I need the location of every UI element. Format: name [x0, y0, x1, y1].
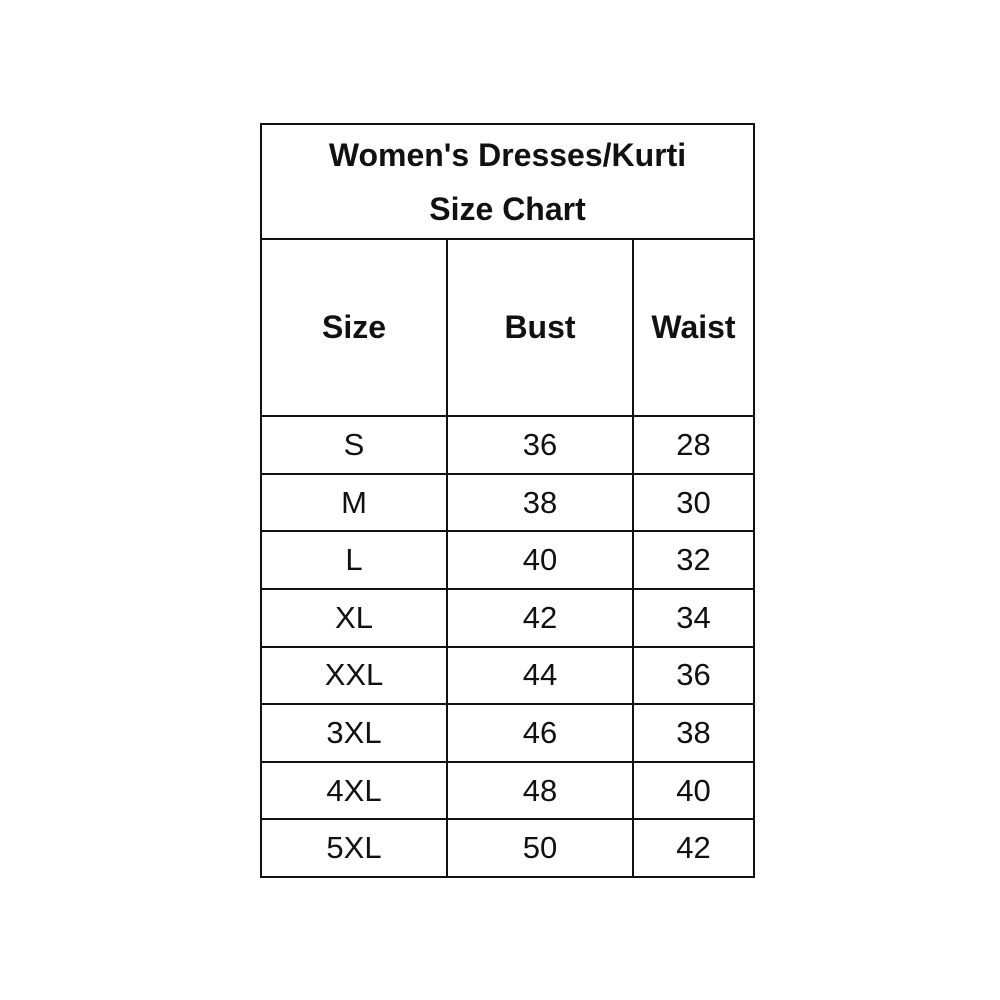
title-line-1: Women's Dresses/Kurti — [328, 136, 687, 173]
table-row: S 36 28 — [260, 415, 756, 475]
size-cell: M — [260, 472, 448, 533]
bust-cell: 48 — [446, 760, 634, 821]
size-cell: S — [260, 415, 448, 475]
waist-cell: 28 — [631, 415, 756, 475]
size-cell: XXL — [260, 645, 448, 706]
size-cell: XL — [260, 587, 448, 648]
size-cell: 4XL — [260, 760, 448, 821]
column-header-size: Size — [260, 238, 448, 418]
waist-cell: 36 — [631, 645, 756, 706]
bust-cell: 44 — [446, 645, 634, 706]
title-line-2: Size Chart — [429, 190, 586, 227]
size-cell: L — [260, 530, 448, 590]
size-chart-table: Women's Dresses/Kurti Size Chart Size Bu… — [259, 122, 756, 878]
table-row: 4XL 48 40 — [260, 760, 756, 821]
waist-cell: 30 — [631, 472, 756, 533]
waist-cell: 38 — [631, 703, 756, 763]
bust-cell: 50 — [446, 818, 634, 878]
title-row: Women's Dresses/Kurti Size Chart — [259, 122, 756, 241]
table-title: Women's Dresses/Kurti Size Chart — [259, 122, 756, 241]
waist-cell: 40 — [631, 760, 756, 821]
column-header-waist: Waist — [631, 238, 756, 418]
table-row: 5XL 50 42 — [260, 818, 756, 878]
size-cell: 3XL — [260, 703, 448, 763]
waist-cell: 42 — [631, 818, 756, 878]
bust-cell: 40 — [446, 530, 634, 590]
column-header-bust: Bust — [446, 238, 634, 418]
table-row: XXL 44 36 — [260, 645, 756, 706]
bust-cell: 36 — [446, 415, 634, 475]
size-cell: 5XL — [260, 818, 448, 878]
table-row: L 40 32 — [260, 530, 756, 590]
waist-cell: 32 — [631, 530, 756, 590]
waist-cell: 34 — [631, 587, 756, 648]
bust-cell: 38 — [446, 472, 634, 533]
table-row: M 38 30 — [260, 472, 756, 533]
table-row: 3XL 46 38 — [260, 703, 756, 763]
bust-cell: 46 — [446, 703, 634, 763]
header-row: Size Bust Waist — [260, 238, 756, 418]
bust-cell: 42 — [446, 587, 634, 648]
table-row: XL 42 34 — [260, 587, 756, 648]
